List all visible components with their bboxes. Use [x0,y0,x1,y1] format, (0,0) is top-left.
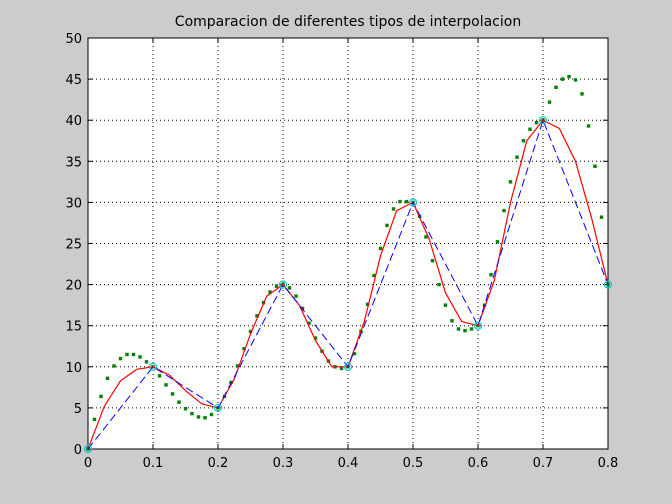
polynomial-point [515,155,519,159]
polynomial-point [372,273,376,278]
polynomial-point [443,303,448,307]
data-point-marker [148,362,158,371]
linear-line [87,118,609,450]
polynomial-point [398,199,402,204]
polynomial-point [300,306,305,311]
polynomial-point [424,235,428,239]
y-tick-label: 15 [65,320,82,335]
polynomial-point [560,77,565,81]
polynomial-point [255,314,259,318]
polynomial-point [170,392,175,396]
polynomial-point [352,351,357,356]
data-point-marker [473,321,483,330]
polynomial-point [450,319,454,323]
polynomial-point [599,215,604,219]
polynomial-point [339,366,344,371]
polynomial-point [495,240,500,244]
x-tick-label: 0.3 [273,456,294,471]
y-tick-label: 45 [65,73,82,88]
polynomial-point [183,407,188,411]
data-point-marker [538,116,548,125]
x-tick-label: 0.7 [533,456,554,471]
polynomial-point [157,374,162,378]
polynomial-point [138,355,142,359]
polynomial-point [456,327,461,331]
x-tick-label: 0.4 [338,456,359,471]
polynomial-point [313,336,318,340]
polynomial-point [580,92,584,96]
polynomial-point [463,328,467,333]
polynomial-point [164,383,168,387]
y-tick-label: 50 [65,32,82,47]
polynomial-point [554,85,558,90]
y-tick-label: 0 [74,443,82,458]
polynomial-point [242,347,246,351]
polynomial-point [235,364,240,368]
polynomial-point [502,208,506,213]
y-tick-label: 40 [65,114,82,129]
polynomial-point [112,364,116,368]
polynomial-point [196,415,201,419]
polynomial-point [534,120,539,125]
polynomial-point [307,321,311,325]
x-tick-label: 0.8 [598,456,619,471]
x-tick-label: 0.5 [403,456,424,471]
x-tick-label: 0 [84,456,92,471]
y-tick-label: 5 [74,402,82,417]
polynomial-point [547,100,552,104]
polynomial-point [177,400,181,404]
polynomial-point [593,164,597,168]
chart-title: Comparacion de diferentes tipos de inter… [175,14,521,30]
data-point-marker [278,280,288,289]
data-point-marker [408,198,418,207]
polynomial-point [287,286,292,290]
data-point-marker [603,280,613,289]
polynomial-point [248,329,253,334]
polynomial-point [131,352,136,357]
x-tick-label: 0.6 [468,456,489,471]
polynomial-point [125,352,129,357]
polynomial-point [508,180,513,184]
polynomial-point [586,124,591,128]
polynomial-point [567,74,571,79]
polynomial-point [528,127,532,131]
polynomial-point [489,273,493,277]
polynomial-point [404,199,409,204]
polynomial-point [469,327,474,331]
polynomial-point [378,246,383,251]
x-tick-label: 0.1 [143,456,164,471]
polynomial-point [274,284,279,288]
polynomial-point [144,360,149,364]
polynomial-point [437,282,441,287]
polynomial-point [385,223,389,228]
y-tick-label: 20 [65,279,82,294]
polynomial-point [118,356,123,361]
y-tick-label: 30 [65,196,82,211]
data-point-marker [213,403,223,412]
polynomial-point [294,294,298,298]
polynomial-point [99,394,103,399]
data-point-marker [343,362,353,371]
y-tick-label: 10 [65,361,82,376]
ticks: 0 0.1 0.2 0.3 0.4 0.5 0.6 0.7 0.8 0 5 10 15 20 25 30 35 4… [65,32,618,471]
polynomial-point [391,207,396,211]
series-layer [83,74,613,454]
polynomial-point [365,302,370,307]
polynomial-point [92,417,97,422]
x-tick-label: 0.2 [208,456,229,471]
data-point-marker [83,444,93,454]
polynomial-point [190,411,194,416]
polynomial-point [521,139,526,143]
y-tick-label: 25 [65,238,82,253]
polynomial-point [209,412,214,417]
polynomial-point [430,259,435,263]
polynomial-point [105,376,110,381]
y-tick-label: 35 [65,155,82,170]
polynomial-point [203,416,207,420]
polynomial-point [573,78,578,82]
polynomial-point [268,290,272,294]
